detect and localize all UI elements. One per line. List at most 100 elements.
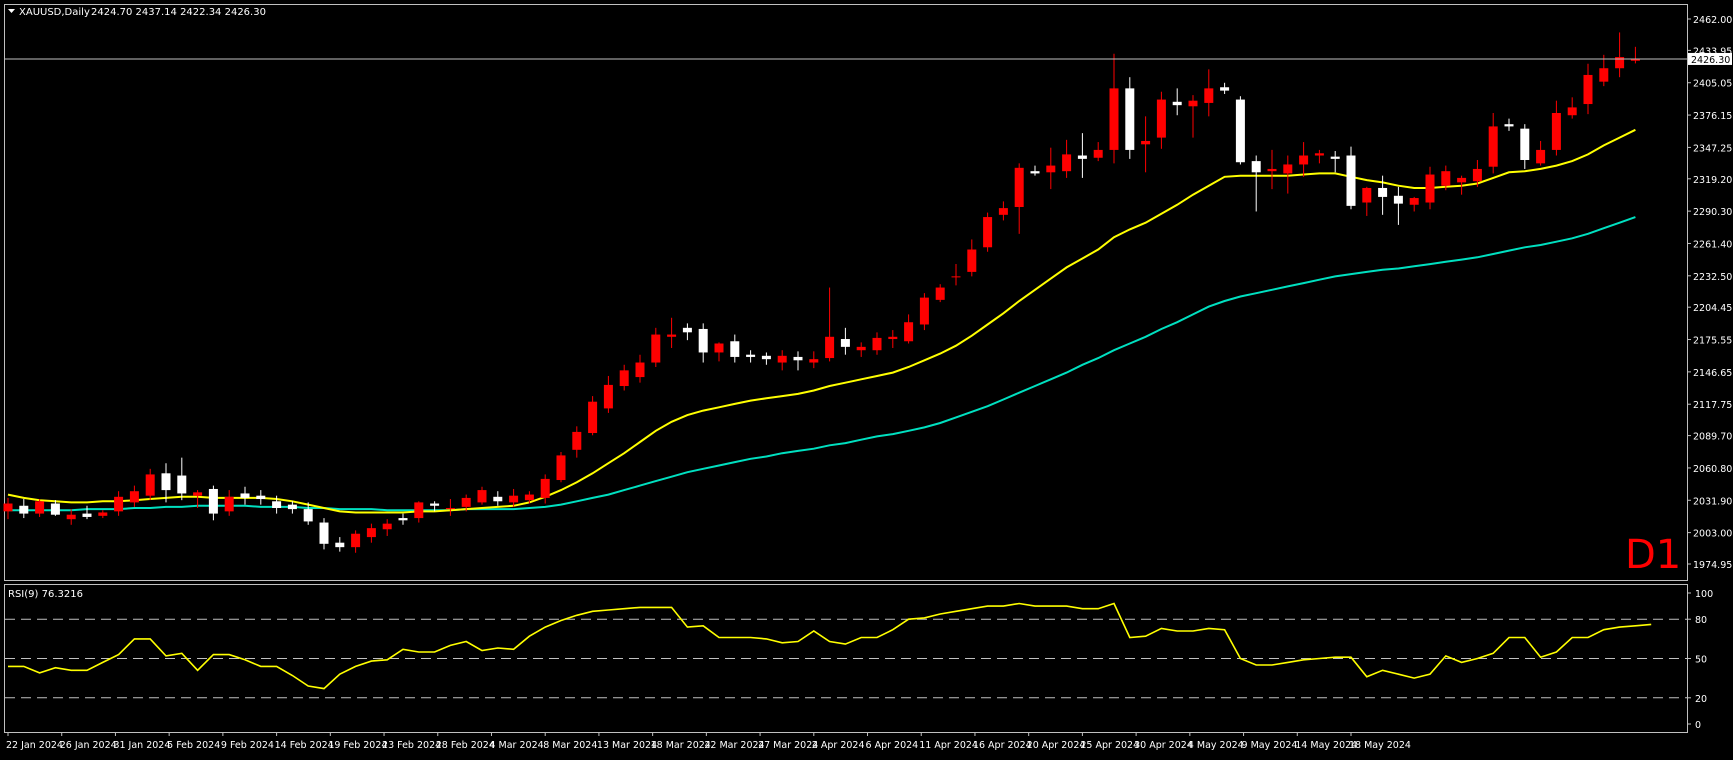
dropdown-triangle-icon[interactable] <box>8 9 15 13</box>
time-tick-label: 14 Feb 2024 <box>275 740 334 751</box>
time-tick-label: 6 Apr 2024 <box>866 740 919 751</box>
candle-body <box>129 491 139 503</box>
candle-body <box>193 492 203 496</box>
candle-body <box>935 287 945 300</box>
candle-body <box>1393 195 1403 204</box>
candle <box>1283 155 1293 194</box>
price-tick-label: 2405.05 <box>1693 79 1732 90</box>
timeframe-badge: D1 <box>1625 532 1681 578</box>
candle-body <box>224 496 234 512</box>
candle <box>540 474 550 504</box>
price-tick-label: 2261.40 <box>1693 239 1732 250</box>
candle-body <box>1188 100 1198 107</box>
candle-body <box>1488 126 1498 167</box>
rsi-tick-label: 20 <box>1695 694 1707 705</box>
candle <box>919 293 929 331</box>
candle-body <box>256 495 266 500</box>
candle-body <box>1599 68 1609 82</box>
candle <box>1330 151 1340 173</box>
candle-body <box>1172 101 1182 106</box>
candle <box>1615 32 1625 78</box>
rsi-label: RSI(9) 76.3216 <box>8 589 83 600</box>
candle <box>651 327 661 368</box>
candle-body <box>35 501 45 514</box>
price-tick-label: 2290.30 <box>1693 207 1732 218</box>
candle <box>951 264 961 286</box>
time-tick-label: 31 Jan 2024 <box>113 740 170 751</box>
candle <box>461 494 471 512</box>
rsi-tick-label: 0 <box>1695 720 1701 731</box>
candle-body <box>714 343 724 353</box>
candle <box>303 502 313 525</box>
current-price-tag <box>1688 52 1732 65</box>
candle <box>208 485 218 521</box>
candle <box>3 497 13 520</box>
candle-body <box>1030 171 1040 174</box>
price-tick-label: 2146.65 <box>1693 368 1732 379</box>
symbol-label: XAUUSD,Daily <box>19 7 90 18</box>
candle <box>1093 142 1103 162</box>
candle <box>1235 96 1245 165</box>
candle <box>1393 186 1403 225</box>
candle-body <box>856 346 866 351</box>
candle-body <box>809 359 819 363</box>
time-tick-label: 11 Apr 2024 <box>919 740 978 751</box>
candle <box>840 327 850 355</box>
candle-body <box>619 370 629 387</box>
candle-body <box>983 217 993 248</box>
candle-body <box>524 494 534 501</box>
candle <box>161 463 171 503</box>
candle <box>1077 133 1087 178</box>
time-tick-label: 4 May 2024 <box>1188 740 1244 751</box>
candle <box>698 323 708 363</box>
candle-body <box>1583 74 1593 105</box>
candle <box>730 334 740 363</box>
candle <box>1267 149 1277 190</box>
time-tick-label: 28 Feb 2024 <box>436 740 495 751</box>
candle <box>509 488 519 507</box>
candle <box>888 330 898 348</box>
candle-body <box>1409 198 1419 205</box>
candle-body <box>430 503 440 506</box>
ohlc-label: 2424.70 2437.14 2422.34 2426.30 <box>91 7 266 18</box>
main-pane-frame <box>4 4 1688 581</box>
candle <box>66 509 76 525</box>
candle <box>1125 77 1135 159</box>
candle-body <box>1093 149 1103 158</box>
rsi-tick-label: 80 <box>1695 615 1707 626</box>
price-pane <box>3 32 1687 553</box>
candle <box>366 523 376 543</box>
candle <box>1220 82 1230 94</box>
candle-body <box>319 522 329 544</box>
candle-body <box>82 513 92 517</box>
candle <box>1551 100 1561 156</box>
candle-body <box>1441 171 1451 186</box>
candle-body <box>1014 167 1024 207</box>
candle-body <box>888 336 898 340</box>
candle <box>240 486 250 505</box>
candle-body <box>572 431 582 450</box>
candle <box>35 499 45 517</box>
candle <box>809 351 819 369</box>
candle <box>1141 116 1151 173</box>
candle <box>1583 63 1593 115</box>
candle <box>1109 53 1119 164</box>
candle-body <box>208 488 218 514</box>
price-tick-label: 2089.70 <box>1693 432 1732 443</box>
price-tick-label: 2204.45 <box>1693 303 1732 314</box>
price-tick-label: 2003.00 <box>1693 529 1732 540</box>
candle-body <box>145 474 155 496</box>
candle <box>635 354 645 383</box>
candle <box>493 491 503 506</box>
candle-body <box>461 497 471 507</box>
candle <box>98 510 108 519</box>
candle <box>1599 54 1609 87</box>
time-tick-label: 20 Apr 2024 <box>1027 740 1086 751</box>
candle <box>129 485 139 507</box>
candle <box>1488 112 1498 174</box>
candle <box>414 501 424 523</box>
candle-body <box>382 523 392 530</box>
candle-body <box>287 504 297 510</box>
